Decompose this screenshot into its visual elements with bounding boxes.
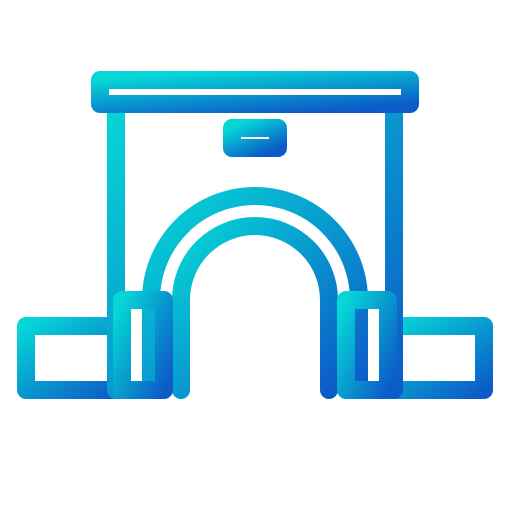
arch-monument-icon <box>0 0 512 512</box>
